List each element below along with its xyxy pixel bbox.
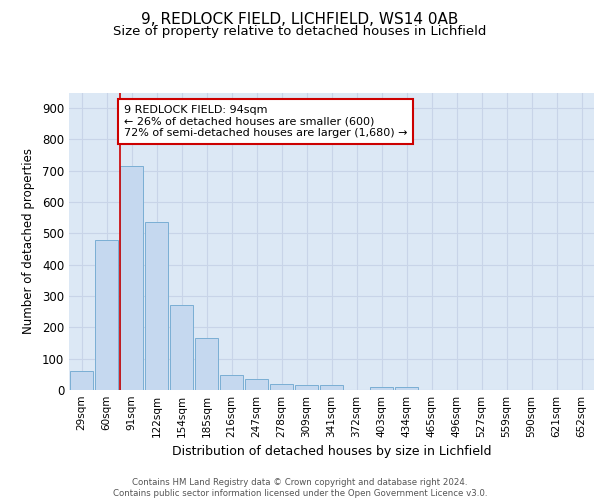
X-axis label: Distribution of detached houses by size in Lichfield: Distribution of detached houses by size …	[172, 446, 491, 458]
Bar	[320, 386, 343, 390]
Y-axis label: Number of detached properties: Number of detached properties	[22, 148, 35, 334]
Bar	[195, 338, 218, 390]
Bar	[395, 387, 418, 390]
Text: 9, REDLOCK FIELD, LICHFIELD, WS14 0AB: 9, REDLOCK FIELD, LICHFIELD, WS14 0AB	[142, 12, 458, 28]
Bar	[220, 376, 243, 390]
Text: Size of property relative to detached houses in Lichfield: Size of property relative to detached ho…	[113, 25, 487, 38]
Bar	[120, 166, 143, 390]
Bar	[270, 384, 293, 390]
Bar	[370, 387, 393, 390]
Bar	[245, 379, 268, 390]
Bar	[295, 386, 318, 390]
Bar	[95, 240, 118, 390]
Bar	[145, 222, 168, 390]
Text: Contains HM Land Registry data © Crown copyright and database right 2024.
Contai: Contains HM Land Registry data © Crown c…	[113, 478, 487, 498]
Text: 9 REDLOCK FIELD: 94sqm
← 26% of detached houses are smaller (600)
72% of semi-de: 9 REDLOCK FIELD: 94sqm ← 26% of detached…	[124, 105, 407, 138]
Bar	[70, 371, 93, 390]
Bar	[170, 305, 193, 390]
